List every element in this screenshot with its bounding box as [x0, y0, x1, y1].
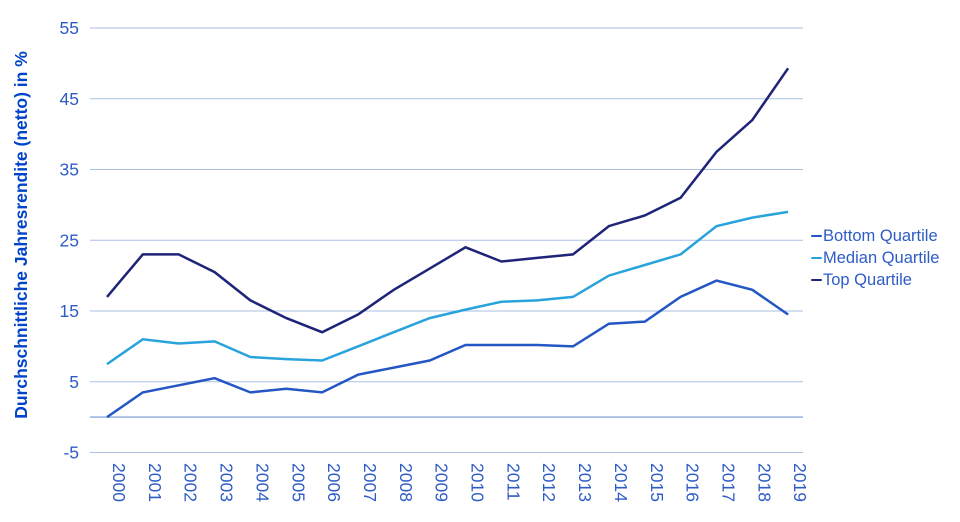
x-tick-label-2002: 2002	[181, 463, 201, 502]
x-tick-label-2015: 2015	[647, 463, 667, 502]
median-quartile-line-swatch	[811, 256, 822, 260]
x-tick-label-2010: 2010	[468, 463, 488, 502]
x-tick-label-2009: 2009	[432, 463, 452, 502]
x-tick-label-2017: 2017	[718, 463, 738, 502]
x-tick-label-2007: 2007	[360, 463, 380, 502]
y-tick-label-55: 55	[60, 18, 79, 38]
x-tick-labels: 2000 2001 2002 2003 2004 2005 2006 2007 2008 2009…	[109, 463, 810, 502]
legend-label: Bottom Quartile	[823, 227, 938, 245]
legend-item-top-quartile: Top Quartile	[811, 271, 939, 289]
y-tick-label-45: 45	[60, 89, 79, 109]
y-axis-title: Durchschnittliche Jahresrendite (netto) …	[11, 51, 31, 419]
x-tick-label-2013: 2013	[575, 463, 595, 502]
x-tick-label-2001: 2001	[145, 463, 165, 502]
x-tick-label-2003: 2003	[217, 463, 237, 502]
top-quartile-line-swatch	[811, 278, 822, 282]
bottom-quartile-line-swatch	[811, 234, 822, 238]
x-tick-label-2004: 2004	[252, 463, 272, 502]
legend-label: Top Quartile	[823, 271, 912, 289]
legend-item-bottom-quartile: Bottom Quartile	[811, 227, 939, 245]
x-tick-label-2014: 2014	[611, 463, 631, 502]
x-tick-label-2016: 2016	[683, 463, 703, 502]
legend-label: Median Quartile	[823, 249, 940, 267]
legend-item-median-quartile: Median Quartile	[811, 249, 939, 267]
chart-legend: Bottom Quartile Median Quartile Top Quar…	[811, 227, 939, 289]
x-tick-label-2018: 2018	[754, 463, 774, 502]
y-tick-label--5: -5	[63, 443, 79, 463]
x-tick-label-2012: 2012	[539, 463, 559, 502]
x-tick-label-2000: 2000	[109, 463, 129, 502]
y-tick-labels: 55 45 35 25 15 5 -5	[60, 18, 79, 463]
x-tick-label-2005: 2005	[288, 463, 308, 502]
y-tick-label-35: 35	[60, 160, 79, 180]
x-tick-label-2011: 2011	[503, 463, 523, 501]
x-tick-label-2008: 2008	[396, 463, 416, 502]
y-tick-label-25: 25	[60, 230, 79, 250]
series-line-median-quartile	[106, 210, 789, 366]
y-tick-label-15: 15	[60, 301, 79, 321]
series-line-bottom-quartile	[106, 279, 789, 419]
gridlines-layer	[90, 27, 803, 454]
series-layer	[106, 67, 790, 419]
x-tick-label-2019: 2019	[790, 463, 810, 502]
series-line-top-quartile	[106, 67, 790, 334]
y-tick-label-5: 5	[69, 372, 79, 392]
x-tick-label-2006: 2006	[324, 463, 344, 502]
